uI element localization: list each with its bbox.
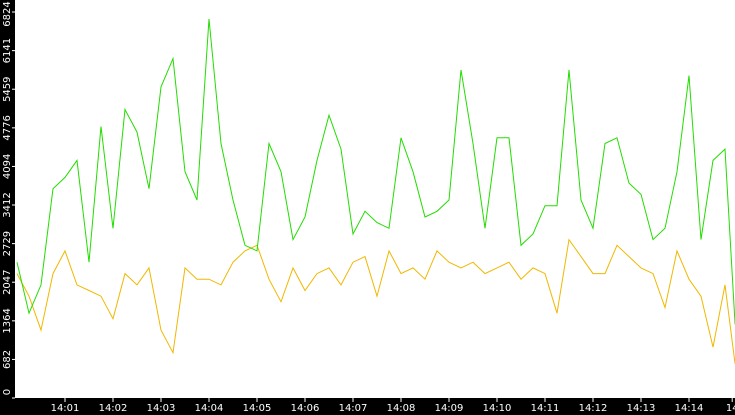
y-tick-label: 4094 bbox=[2, 154, 13, 179]
y-tick-label: 0 bbox=[2, 389, 13, 395]
x-tick-label: 14:02 bbox=[99, 403, 128, 414]
y-tick-label: 6141 bbox=[2, 38, 13, 63]
x-tick-label: 14 bbox=[726, 403, 735, 414]
y-tick-label: 3412 bbox=[2, 192, 13, 217]
x-tick-label: 14:10 bbox=[483, 403, 512, 414]
x-tick-label: 14:01 bbox=[51, 403, 80, 414]
y-tick-label: 2729 bbox=[2, 231, 13, 256]
x-tick-label: 14:06 bbox=[291, 403, 320, 414]
y-tick-label: 682 bbox=[2, 350, 13, 369]
x-tick-label: 14:14 bbox=[675, 403, 704, 414]
x-tick-label: 14:04 bbox=[195, 403, 224, 414]
y-tick-label: 1364 bbox=[2, 308, 13, 333]
x-tick-label: 14:09 bbox=[435, 403, 464, 414]
x-tick-label: 14:11 bbox=[531, 403, 560, 414]
x-tick-label: 14:05 bbox=[243, 403, 272, 414]
y-tick-label: 4776 bbox=[2, 115, 13, 140]
x-tick-label: 14:08 bbox=[387, 403, 416, 414]
x-tick-label: 14:07 bbox=[339, 403, 368, 414]
y-axis-strip bbox=[0, 0, 15, 415]
x-tick-label: 14:13 bbox=[627, 403, 656, 414]
series-line bbox=[16, 238, 735, 365]
y-tick-label: 5459 bbox=[2, 76, 13, 101]
series-line bbox=[16, 18, 735, 325]
y-tick-label: 6824 bbox=[2, 1, 13, 26]
y-tick-label: 2047 bbox=[2, 269, 13, 294]
x-tick-label: 14:03 bbox=[147, 403, 176, 414]
x-axis-strip bbox=[0, 398, 735, 415]
x-tick-label: 14:12 bbox=[579, 403, 608, 414]
